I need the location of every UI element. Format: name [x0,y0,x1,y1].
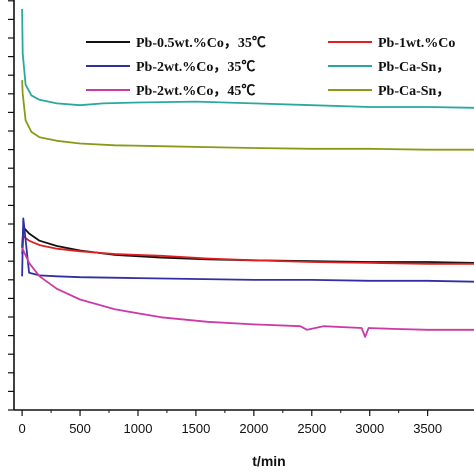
x-tick-label: 2000 [239,421,268,436]
legend-label-5: Pb-Ca-Sn， [378,84,450,99]
series-line-1 [21,235,474,265]
x-tick-label: 3500 [413,421,442,436]
series-layer [21,8,474,338]
x-tick-label: 1500 [181,421,210,436]
x-tick-label: 3000 [355,421,384,436]
x-tick-label: 500 [69,421,91,436]
axes: 0 500 1000 1500 2000 2500 3000 3500 [8,0,474,436]
x-tick-label: 2500 [297,421,326,436]
legend-label-0: Pb-0.5wt.%Co，35℃ [136,36,266,51]
legend-label-2: Pb-2wt.%Co，35℃ [136,60,255,75]
legend-label-3: Pb-Ca-Sn， [378,60,450,75]
series-line-0 [21,226,474,264]
series-line-4 [21,247,474,338]
x-tick-label: 1000 [124,421,153,436]
series-line-5 [21,80,474,151]
series-line-2 [21,217,474,283]
x-axis-title: t/min [252,453,285,469]
x-tick-label: 0 [18,421,25,436]
legend-label-4: Pb-2wt.%Co，45℃ [136,84,255,99]
legend: Pb-0.5wt.%Co，35℃ Pb-1wt.%Co Pb-2wt.%Co，35℃… [86,36,455,99]
legend-label-1: Pb-1wt.%Co [378,36,455,51]
series-line-3 [21,8,474,109]
